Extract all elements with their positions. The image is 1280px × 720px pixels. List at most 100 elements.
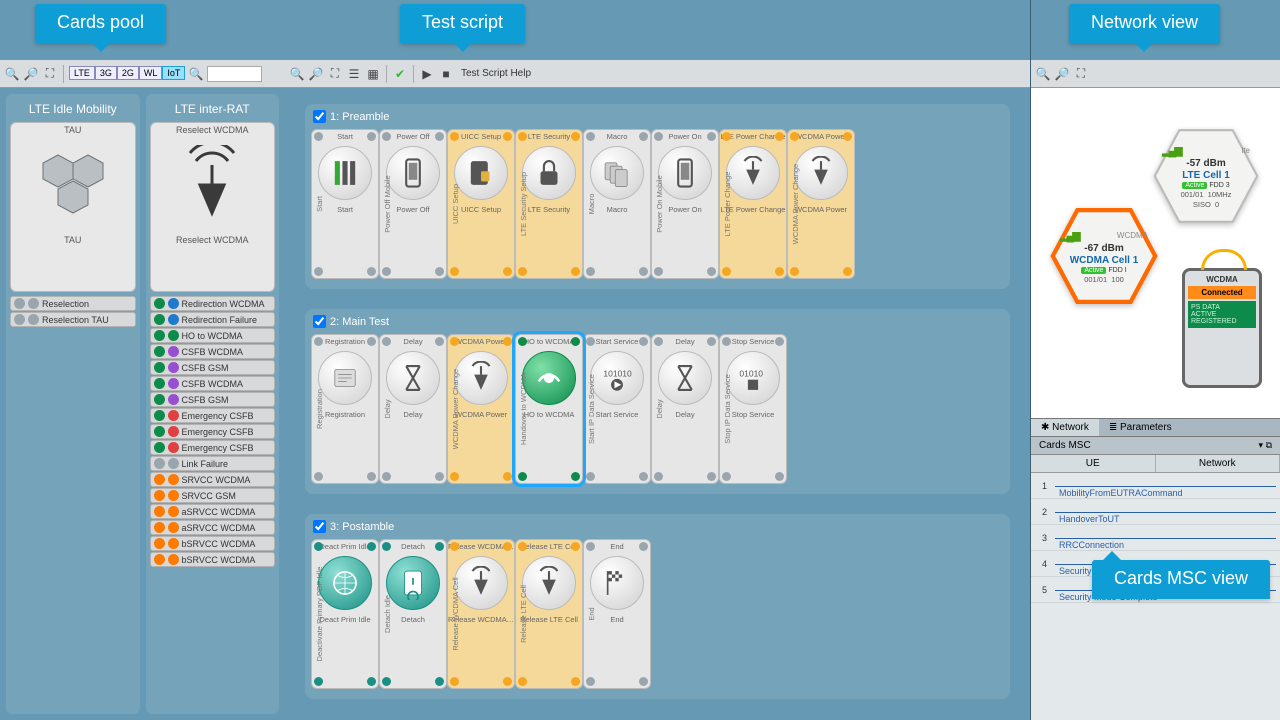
fit-icon[interactable]: ⛶ [327,66,343,82]
pool-item[interactable]: CSFB GSM [150,392,276,407]
pool-item-label: aSRVCC WCDMA [182,523,256,533]
pool-item[interactable]: Redirection WCDMA [150,296,276,311]
network-tab-network[interactable]: ✱ Network [1031,419,1099,436]
status-dot [154,506,165,517]
test-card[interactable]: Power OffPower Off MobilePower Off [379,129,447,279]
test-card[interactable]: Stop Service01010Stop IP Data ServiceSto… [719,334,787,484]
pool-item[interactable]: bSRVCC WCDMA [150,552,276,567]
card-corner-dot [314,337,323,346]
card-side-label: Macro [587,194,596,215]
test-card[interactable]: WCDMA PowerWCDMA Power ChangeWCDMA Power [787,129,855,279]
test-card[interactable]: HO to WCDMAHandover to WCDMAHO to WCDMA [515,334,583,484]
callout-cards-pool: Cards pool [35,4,166,43]
network-cell[interactable]: ▂▄▆lte-57 dBmLTE Cell 1ActiveFDD 3001/01… [1151,128,1261,224]
pool-item[interactable]: CSFB WCDMA [150,344,276,359]
pool-item[interactable]: SRVCC WCDMA [150,472,276,487]
test-card[interactable]: Power OnPower On MobilePower On [651,129,719,279]
card-corner-dot [382,677,391,686]
msc-message-row[interactable]: 1MobilityFromEUTRACommand [1031,473,1280,499]
msc-menu-icon[interactable]: ▾ ⧉ [1259,440,1272,451]
test-card[interactable]: DelayDelayDelay [651,334,719,484]
test-card[interactable]: Release LTE CellRelease LTE CellRelease … [515,539,583,689]
stop-icon[interactable]: ■ [438,66,454,82]
test-card[interactable]: UICC SetupUICC SetupUICC Setup [447,129,515,279]
test-card[interactable]: Release WCDMA CellRelease WCDMA CellRele… [447,539,515,689]
pool-item[interactable]: aSRVCC WCDMA [150,504,276,519]
pool-item[interactable]: Reselection TAU [10,312,136,327]
pool-item[interactable]: Emergency CSFB [150,424,276,439]
msc-message-row[interactable]: 2HandoverToUT [1031,499,1280,525]
card-corner-dot [775,132,784,141]
network-tab-parameters[interactable]: ≣ Parameters [1099,419,1182,436]
rat-filter-group: LTE3G2GWLIoT [69,68,185,79]
msc-message-text: HandoverToUT [1059,514,1120,524]
card-corner-dot [722,472,731,481]
cell-fdd: FDD 3 [1209,182,1229,189]
rat-filter-wl[interactable]: WL [139,66,163,80]
cards-search-input[interactable] [207,66,262,82]
test-card[interactable]: WCDMA PowerWCDMA Power ChangeWCDMA Power [447,334,515,484]
test-card[interactable]: EndEndEnd [583,539,651,689]
play-icon[interactable]: ▶ [419,66,435,82]
test-card[interactable]: LTE Power ChangeLTE Power ChangeLTE Powe… [719,129,787,279]
pool-item[interactable]: HO to WCDMA [150,328,276,343]
test-card[interactable]: Start Service101010Start IP Data Service… [583,334,651,484]
grid-icon[interactable]: ▦ [365,66,381,82]
sequence-checkbox[interactable] [313,315,326,328]
test-card[interactable]: MacroMacroMacro [583,129,651,279]
list-icon[interactable]: ☰ [346,66,362,82]
card-corner-dot [639,267,648,276]
card-corner-dot [367,542,376,551]
zoom-out-icon[interactable]: 🔍 [4,66,20,82]
search-icon[interactable]: 🔍 [188,66,204,82]
rat-filter-lte[interactable]: LTE [69,66,95,80]
fit-icon[interactable]: ⛶ [1073,66,1089,82]
sequence-checkbox[interactable] [313,110,326,123]
fit-icon[interactable]: ⛶ [42,66,58,82]
zoom-in-icon[interactable]: 🔎 [308,66,324,82]
big-card-tau[interactable]: TAU TAU [10,122,136,292]
pool-item[interactable]: CSFB GSM [150,360,276,375]
network-cell[interactable]: ▂▄▆WCDMA-67 dBmWCDMA Cell 1ActiveFDD I00… [1049,208,1159,304]
pool-item[interactable]: Emergency CSFB [150,440,276,455]
card-corner-dot [450,677,459,686]
test-card[interactable]: DelayDelayDelay [379,334,447,484]
test-card[interactable]: LTE SecurityLTE Security SetupLTE Securi… [515,129,583,279]
pool-item[interactable]: aSRVCC WCDMA [150,520,276,535]
status-dot [154,394,165,405]
status-dot [154,426,165,437]
msc-message-row[interactable]: 3RRCConnection [1031,525,1280,551]
pool-item-label: bSRVCC WCDMA [182,555,256,565]
script-help-link[interactable]: Test Script Help [461,68,531,79]
test-card[interactable]: Deact Prim IdleDeactivate Primary PDP Id… [311,539,379,689]
zoom-in-icon[interactable]: 🔎 [1054,66,1070,82]
big-card-reselect-wcdma[interactable]: Reselect WCDMA Reselect WCDMA [150,122,276,292]
pool-item[interactable]: CSFB WCDMA [150,376,276,391]
test-card[interactable]: RegistrationRegistrationRegistration [311,334,379,484]
rat-filter-3g[interactable]: 3G [95,66,117,80]
card-side-label: LTE Security Setup [519,172,528,236]
cell-name: WCDMA Cell 1 [1070,255,1139,266]
test-card[interactable]: StartStartStart [311,129,379,279]
zoom-in-icon[interactable]: 🔎 [23,66,39,82]
pool-item[interactable]: bSRVCC WCDMA [150,536,276,551]
pool-item[interactable]: Redirection Failure [150,312,276,327]
pool-item[interactable]: Link Failure [150,456,276,471]
zoom-out-icon[interactable]: 🔍 [289,66,305,82]
test-card[interactable]: DetachDetach IdleDetach [379,539,447,689]
rat-filter-iot[interactable]: IoT [162,66,185,80]
validate-icon[interactable]: ✔ [392,66,408,82]
pool-item[interactable]: SRVCC GSM [150,488,276,503]
card-corner-dot [518,267,527,276]
register-icon [318,351,372,405]
pool-item[interactable]: Reselection [10,296,136,311]
zoom-out-icon[interactable]: 🔍 [1035,66,1051,82]
sequence-checkbox[interactable] [313,520,326,533]
rat-filter-2g[interactable]: 2G [117,66,139,80]
status-dot [154,490,165,501]
status-dot [14,314,25,325]
ue-device[interactable]: WCDMA Connected PS DATAACTIVEREGISTERED [1182,268,1262,388]
pool-item[interactable]: Emergency CSFB [150,408,276,423]
macro-icon [590,146,644,200]
pool-column-title: LTE inter-RAT [150,98,276,122]
